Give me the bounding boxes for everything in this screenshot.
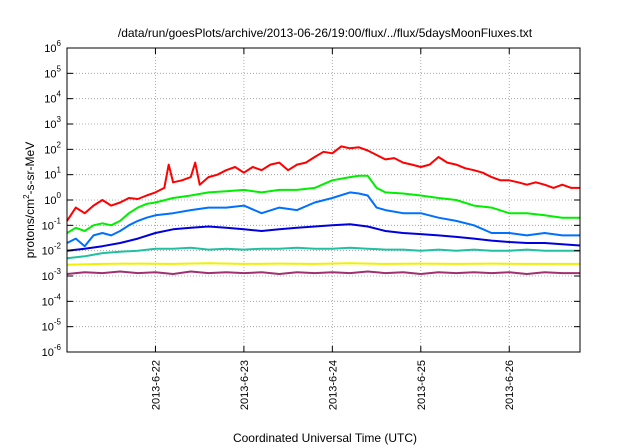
series-line-1	[66, 145, 580, 222]
series-line-6	[66, 262, 580, 266]
series-line-7	[66, 270, 580, 275]
y-tick-label: 10-5	[42, 318, 62, 334]
series-line-3	[66, 191, 580, 248]
y-tick-label: 101	[44, 166, 61, 182]
x-tick-label: 2013-6-23	[239, 360, 251, 410]
x-tick-label: 2013-6-24	[327, 360, 339, 410]
x-axis: 2013-6-22 2013-6-23 2013-6-24 2013-6-25 2013…	[150, 48, 516, 410]
y-axis-label-rest: -s-sr-MeV	[23, 142, 37, 195]
y-tick-label: 10-3	[42, 267, 62, 283]
y-tick-label: 102	[44, 140, 61, 156]
y-tick-label: 10-4	[42, 292, 62, 308]
y-tick-label: 106	[44, 39, 61, 55]
y-axis-label-sup: 2	[22, 194, 31, 199]
series-line-4	[66, 223, 581, 252]
y-tick-label: 10-2	[42, 242, 62, 258]
x-tick-label: 2013-6-25	[416, 360, 428, 410]
y-tick-label: 103	[44, 115, 61, 131]
y-axis: 10-6 10-5 10-4 10-3 10-2 10-1 100 101 102 103 104 1…	[42, 39, 580, 359]
data-series	[66, 145, 581, 275]
x-tick-label: 2013-6-26	[504, 360, 516, 410]
y-tick-label: 10-1	[42, 216, 62, 232]
x-tick-label: 2013-6-22	[150, 360, 162, 410]
y-axis-label: protons/cm2-s-sr-MeV	[22, 142, 37, 258]
y-tick-label: 10-6	[42, 343, 62, 359]
series-line-5	[66, 246, 580, 260]
series-line-2	[66, 174, 580, 234]
y-axis-label-base: protons/cm	[23, 199, 37, 258]
y-tick-label: 104	[44, 90, 61, 106]
x-axis-label: Coordinated Universal Time (UTC)	[233, 431, 417, 445]
y-tick-label: 100	[44, 191, 61, 207]
chart-title: /data/run/goesPlots/archive/2013-06-26/1…	[118, 26, 533, 40]
y-tick-label: 105	[44, 64, 61, 80]
